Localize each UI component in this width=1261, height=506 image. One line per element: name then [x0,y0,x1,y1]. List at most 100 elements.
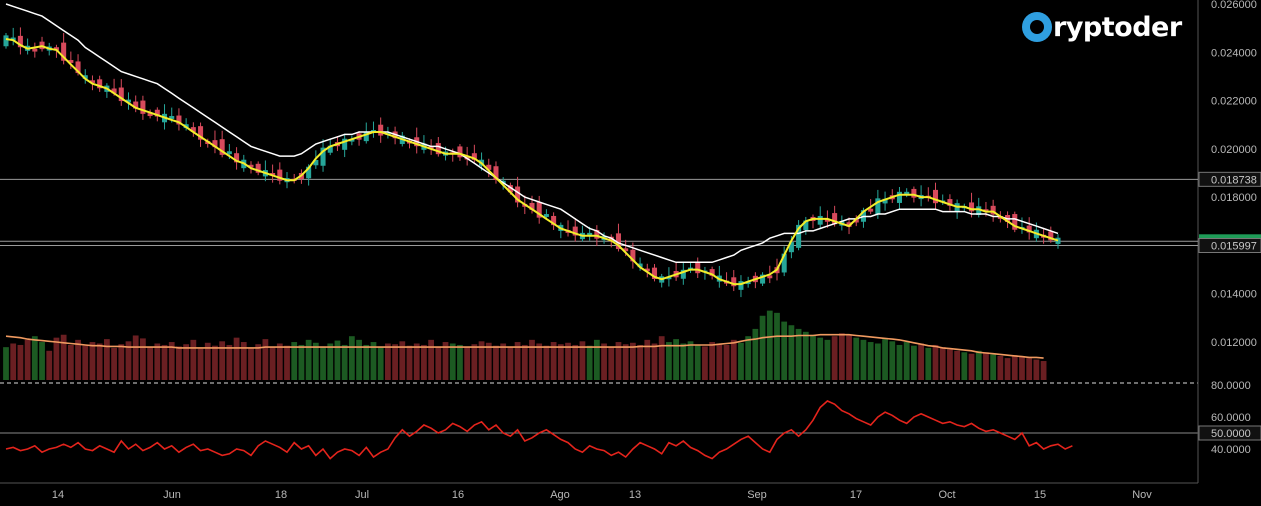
candle-body [990,205,996,215]
candle-body [486,164,492,170]
volume-bar [709,342,716,380]
candle-body [543,214,549,217]
volume-bar [1011,355,1018,380]
volume-bar [673,339,679,380]
price-tick-label: 0.024000 [1211,47,1257,59]
volume-bar [320,346,326,380]
volume-bar [629,342,636,380]
volume-bar [111,347,117,380]
rsi-50-label: 50.0000 [1211,428,1251,440]
volume-bar [644,339,651,380]
candle-body [133,101,139,109]
volume-bar [889,341,896,380]
candle-body [651,267,658,279]
volume-bar [687,341,694,380]
candle-body [428,146,434,149]
candle-body [824,218,830,222]
volume-bar [457,344,463,380]
volume-bar [521,344,528,380]
rsi-tick-label: 40.0000 [1211,444,1251,456]
volume-bar [140,338,146,380]
candle-body [695,262,701,274]
volume-bar [694,344,701,380]
volume-bar [932,344,939,380]
volume-bar [810,334,816,380]
volume-bar [846,334,852,380]
volume-bar [939,347,946,380]
candle-body [666,276,672,280]
candle-body [615,233,621,250]
volume-bar [363,344,370,380]
candle-body [89,80,95,83]
volume-bar [449,343,456,380]
candle-body [118,87,124,102]
volume-bar [356,339,362,380]
candle-body [882,198,888,204]
candle-body [169,116,175,119]
volume-bar [219,341,226,380]
candle-body [147,113,153,117]
candle-body [10,37,16,41]
candle-body [781,253,787,273]
rsi-tick-label: 60.0000 [1211,412,1251,424]
candle-body [536,201,542,218]
candle-body [1055,237,1061,244]
price-line-badge [1198,238,1261,254]
candle-body [342,138,348,150]
time-tick-label: Oct [938,489,955,501]
volume-bar [781,321,788,380]
time-tick-label: 17 [850,489,862,501]
candle-body [551,215,557,226]
volume-bar [406,345,413,380]
candle-body [378,124,384,136]
time-tick-label: Jul [355,489,369,501]
candle-body [68,60,74,63]
candle-body [327,145,333,153]
candle-body [363,132,369,142]
volume-bar [579,341,586,380]
candle-body [846,222,852,227]
candle-body [125,99,132,103]
volume-bar [82,345,89,380]
rsi-line [5,400,1073,460]
volume-bar [233,337,240,380]
volume-bar [680,343,687,380]
volume-bar [565,342,571,380]
time-tick-label: Nov [1132,489,1152,501]
volume-bar [334,340,341,380]
candle-body [198,126,204,140]
volume-bar [990,354,997,380]
candle-body [587,232,593,236]
volume-bar [961,352,968,380]
candle-body [97,79,103,89]
volume-bar [838,333,845,380]
candle-body [767,275,773,279]
volume-bar [385,343,391,380]
price-line-badge [1198,171,1261,187]
volume-bar [615,342,622,380]
time-tick-label: 16 [452,489,464,501]
volume-bar [1019,356,1025,380]
candle-body [788,242,794,253]
candle-body [760,274,766,284]
volume-bar [125,341,132,380]
volume-bar [197,348,204,380]
volume-bar [925,347,932,380]
candle-body [32,48,38,52]
volume-bar [586,345,593,380]
logo-c-icon [1022,12,1052,42]
volume-bar [896,344,903,380]
volume-bar [788,325,795,380]
volume-bar [918,343,924,380]
candle-body [969,202,975,212]
price-tick-label: 0.026000 [1211,0,1257,11]
volume-bar [284,345,290,380]
volume-bar [421,344,427,380]
candle-body [270,173,276,176]
candle-body [745,281,751,285]
volume-bar [276,343,283,380]
candle-body [111,88,117,94]
volume-bar [17,344,24,380]
volume-bar [341,344,348,380]
volume-bar [132,335,139,380]
